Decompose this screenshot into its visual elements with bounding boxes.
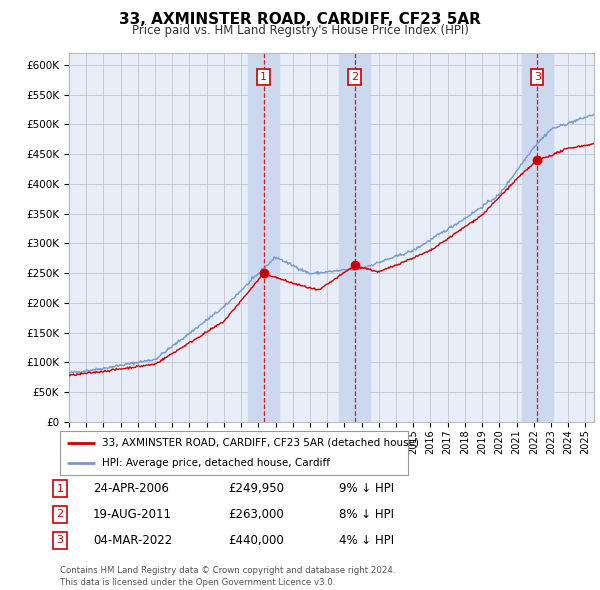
Text: HPI: Average price, detached house, Cardiff: HPI: Average price, detached house, Card… xyxy=(102,458,330,468)
Bar xyxy=(522,53,553,422)
Text: 9% ↓ HPI: 9% ↓ HPI xyxy=(339,482,394,495)
Text: 4% ↓ HPI: 4% ↓ HPI xyxy=(339,534,394,547)
Text: 2: 2 xyxy=(56,510,64,519)
Text: 19-AUG-2011: 19-AUG-2011 xyxy=(93,508,172,521)
Text: 8% ↓ HPI: 8% ↓ HPI xyxy=(339,508,394,521)
Text: Contains HM Land Registry data © Crown copyright and database right 2024.
This d: Contains HM Land Registry data © Crown c… xyxy=(60,566,395,587)
Text: 24-APR-2006: 24-APR-2006 xyxy=(93,482,169,495)
Text: £263,000: £263,000 xyxy=(228,508,284,521)
Text: 33, AXMINSTER ROAD, CARDIFF, CF23 5AR: 33, AXMINSTER ROAD, CARDIFF, CF23 5AR xyxy=(119,12,481,27)
Bar xyxy=(248,53,279,422)
Text: 1: 1 xyxy=(260,72,267,82)
Text: 3: 3 xyxy=(533,72,541,82)
Text: 04-MAR-2022: 04-MAR-2022 xyxy=(93,534,172,547)
Text: 3: 3 xyxy=(56,536,64,545)
Text: Price paid vs. HM Land Registry's House Price Index (HPI): Price paid vs. HM Land Registry's House … xyxy=(131,24,469,37)
Bar xyxy=(339,53,370,422)
Text: 33, AXMINSTER ROAD, CARDIFF, CF23 5AR (detached house): 33, AXMINSTER ROAD, CARDIFF, CF23 5AR (d… xyxy=(102,438,419,448)
Text: 1: 1 xyxy=(56,484,64,493)
Text: 2: 2 xyxy=(351,72,358,82)
Text: £249,950: £249,950 xyxy=(228,482,284,495)
Text: £440,000: £440,000 xyxy=(228,534,284,547)
